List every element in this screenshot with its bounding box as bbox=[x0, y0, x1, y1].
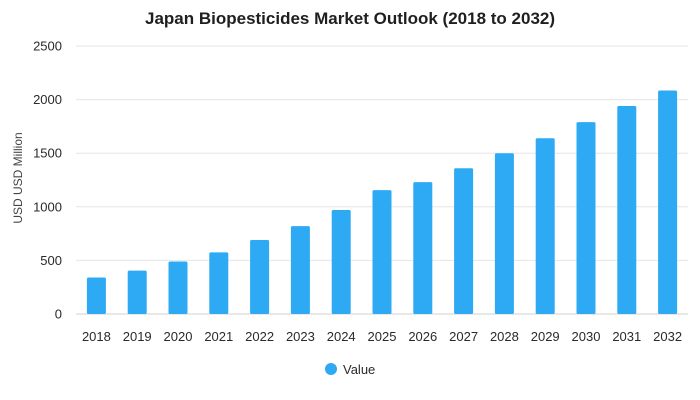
bar-2022[interactable] bbox=[250, 240, 270, 314]
x-tick-label: 2030 bbox=[572, 329, 601, 344]
bar-2027[interactable] bbox=[454, 168, 474, 314]
y-tick-label: 2000 bbox=[33, 92, 62, 107]
x-tick-label: 2023 bbox=[286, 329, 315, 344]
y-tick-label: 0 bbox=[55, 307, 62, 322]
bar-2024[interactable] bbox=[331, 210, 351, 314]
bar-2023[interactable] bbox=[290, 226, 310, 314]
x-tick-label: 2029 bbox=[531, 329, 560, 344]
bars bbox=[86, 90, 678, 315]
bar-2020[interactable] bbox=[168, 261, 188, 314]
bar-2028[interactable] bbox=[494, 153, 514, 314]
x-tick-label: 2025 bbox=[368, 329, 397, 344]
bar-2032[interactable] bbox=[658, 90, 678, 315]
legend-label-value[interactable]: Value bbox=[343, 362, 375, 377]
y-tick-label: 2500 bbox=[33, 39, 62, 54]
y-tick-label: 1500 bbox=[33, 146, 62, 161]
chart-title: Japan Biopesticides Market Outlook (2018… bbox=[145, 9, 555, 28]
x-tick-label: 2024 bbox=[327, 329, 356, 344]
y-axis-title: USD USD Million bbox=[11, 132, 25, 223]
x-axis-ticks: 2018 2019 2020 2021 2022 2023 2024 2025 2026 2027… bbox=[82, 329, 682, 344]
x-tick-label: 2027 bbox=[449, 329, 478, 344]
x-tick-label: 2022 bbox=[245, 329, 274, 344]
x-tick-label: 2026 bbox=[408, 329, 437, 344]
legend[interactable]: Value bbox=[325, 362, 375, 377]
legend-swatch-value[interactable] bbox=[325, 363, 337, 375]
x-tick-label: 2019 bbox=[123, 329, 152, 344]
x-tick-label: 2021 bbox=[204, 329, 233, 344]
x-tick-label: 2020 bbox=[164, 329, 193, 344]
bar-2021[interactable] bbox=[209, 252, 229, 314]
bar-2025[interactable] bbox=[372, 190, 392, 314]
bar-2031[interactable] bbox=[617, 106, 637, 314]
bar-2026[interactable] bbox=[413, 182, 433, 314]
x-tick-label: 2031 bbox=[612, 329, 641, 344]
x-tick-label: 2018 bbox=[82, 329, 111, 344]
bar-2029[interactable] bbox=[535, 138, 555, 314]
y-tick-label: 500 bbox=[40, 253, 62, 268]
x-tick-label: 2028 bbox=[490, 329, 519, 344]
bar-2019[interactable] bbox=[127, 270, 147, 314]
bar-2030[interactable] bbox=[576, 122, 596, 314]
y-tick-label: 1000 bbox=[33, 199, 62, 214]
x-tick-label: 2032 bbox=[653, 329, 682, 344]
bar-2018[interactable] bbox=[86, 277, 106, 314]
y-axis-ticks: 0 500 1000 1500 2000 2500 bbox=[33, 39, 62, 322]
